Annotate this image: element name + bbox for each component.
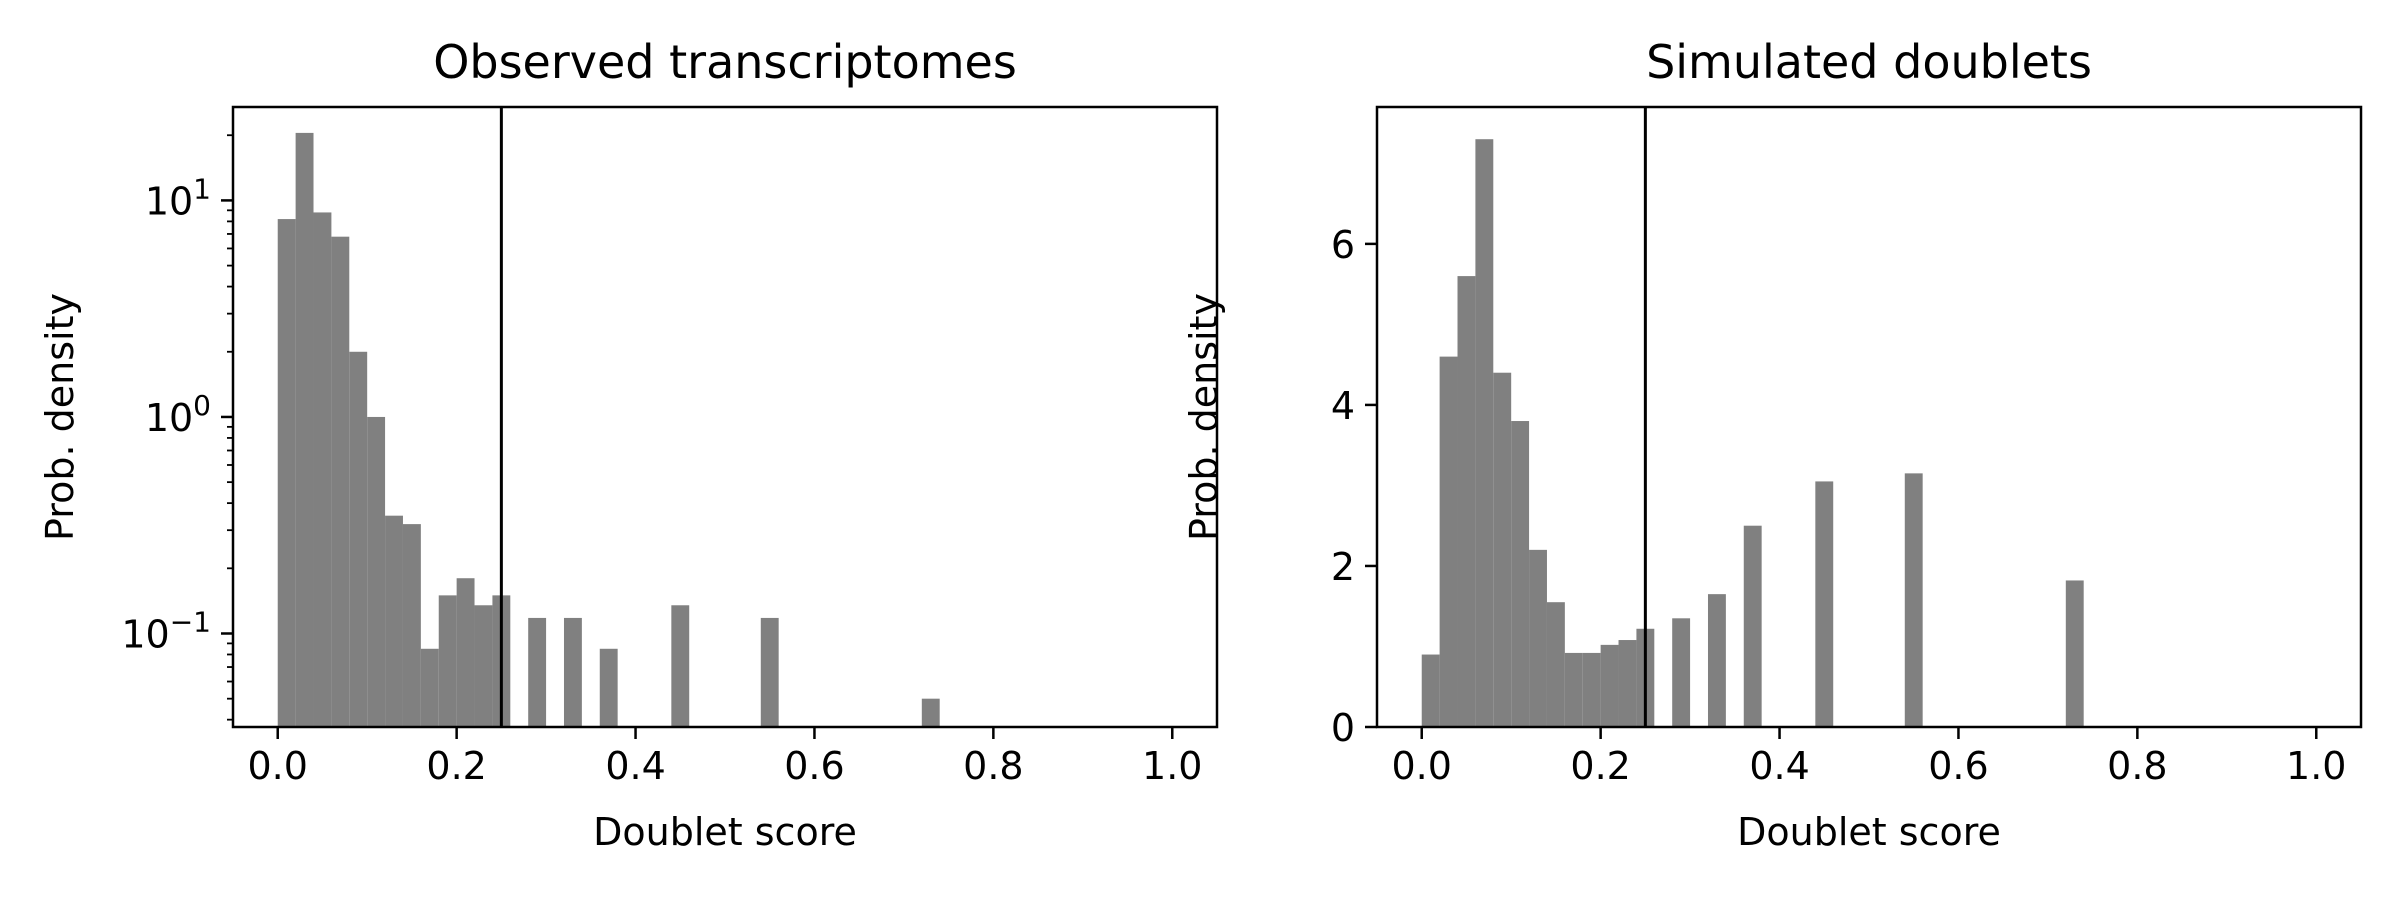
y-tick-label: 6 — [1331, 223, 1355, 267]
histogram-bar — [671, 605, 690, 727]
y-tick-base: 10 — [145, 179, 193, 223]
x-tick-label: 0.6 — [1928, 744, 1988, 788]
histogram-bar — [2065, 580, 2084, 727]
histogram-bar — [1743, 525, 1762, 727]
y-tick: 101 — [145, 172, 233, 223]
histogram-bar — [1421, 654, 1440, 727]
histogram-bar — [599, 648, 618, 727]
x-axis-label: Doublet score — [593, 810, 857, 854]
histogram-bar — [295, 132, 314, 728]
histogram-bar — [1475, 139, 1494, 728]
histogram-bar — [1672, 618, 1691, 727]
x-ticks: 0.0 0.2 0.4 0.6 0.8 1.0 — [248, 727, 1202, 788]
x-tick-label: 0.2 — [1570, 744, 1630, 788]
x-axis-label: Doublet score — [1737, 810, 2001, 854]
y-ticks: 0 2 4 6 — [1331, 223, 1377, 750]
x-tick: 0.4 — [1749, 727, 1810, 788]
y-tick-label: 2 — [1331, 545, 1355, 589]
chart-title: Observed transcriptomes — [433, 35, 1017, 89]
histogram-bar — [1582, 652, 1601, 727]
histogram-bar — [474, 605, 493, 727]
y-tick-base: 10 — [121, 612, 169, 656]
histogram-bar — [331, 236, 350, 727]
x-ticks: 0.0 0.2 0.4 0.6 0.8 1.0 — [1392, 727, 2346, 788]
histogram-bar — [456, 578, 475, 727]
x-tick: 0.4 — [605, 727, 666, 788]
axes-frame — [1375, 105, 2363, 729]
histogram-bar — [1815, 481, 1834, 727]
histogram-bar — [1618, 640, 1637, 727]
y-axis-label: Prob. density — [1182, 293, 1226, 541]
histogram-bar — [1511, 421, 1530, 727]
histogram-bar — [760, 617, 779, 727]
y-ticks: 10−1 100 101 — [121, 172, 233, 656]
histogram-bar — [1529, 549, 1547, 727]
histogram-bar — [367, 416, 386, 727]
x-tick-label: 0.0 — [248, 744, 308, 788]
x-tick: 0.6 — [784, 727, 845, 788]
x-tick: 0.8 — [2107, 727, 2168, 788]
x-tick: 0.6 — [1928, 727, 1989, 788]
y-tick-exponent: 1 — [193, 172, 211, 205]
histogram-bar — [921, 698, 940, 727]
y-tick: 10−1 — [121, 605, 233, 656]
histogram-bar — [1457, 276, 1476, 727]
y-tick-label: 4 — [1331, 384, 1355, 428]
x-tick-label: 0.2 — [426, 744, 486, 788]
x-tick: 1.0 — [2286, 727, 2346, 788]
histogram-bar — [313, 212, 332, 727]
y-tick: 2 — [1331, 545, 1377, 589]
observed-transcriptomes-panel: Observed transcriptomes Doublet score Pr… — [38, 35, 1219, 854]
x-tick: 0.0 — [1392, 727, 1452, 788]
y-tick: 100 — [145, 389, 233, 440]
simulated-doublets-panel: Simulated doublets Doublet score Prob. d… — [1182, 35, 2363, 854]
histogram-bar — [385, 515, 403, 727]
histogram-bars — [277, 132, 940, 728]
histogram-bar — [1600, 644, 1619, 727]
x-tick-label: 0.4 — [605, 744, 665, 788]
x-tick-label: 0.6 — [784, 744, 844, 788]
y-tick-label: 100 — [145, 389, 211, 440]
x-tick-label: 1.0 — [2286, 744, 2346, 788]
histogram-bar — [1493, 372, 1512, 727]
axes-frame — [231, 105, 1219, 729]
x-tick-label: 0.8 — [2107, 744, 2167, 788]
y-tick: 4 — [1331, 384, 1377, 428]
histogram-bar — [402, 524, 421, 727]
histogram-bar — [349, 351, 368, 727]
histogram-bar — [1546, 602, 1565, 727]
histogram-bar — [420, 648, 439, 727]
histogram-bar — [1439, 356, 1458, 727]
x-tick: 0.0 — [248, 727, 308, 788]
y-tick: 6 — [1331, 223, 1377, 267]
x-tick: 0.2 — [1570, 727, 1631, 788]
x-tick-label: 0.0 — [1392, 744, 1452, 788]
y-tick-label: 0 — [1331, 706, 1355, 750]
histogram-bars — [1421, 139, 2084, 728]
x-tick-label: 0.8 — [963, 744, 1023, 788]
histogram-bar — [528, 617, 547, 727]
histogram-bar — [1707, 594, 1726, 727]
y-axis-label: Prob. density — [38, 293, 82, 541]
histogram-bar — [277, 219, 296, 728]
y-tick-label: 101 — [145, 172, 211, 223]
histogram-bar — [1564, 652, 1583, 727]
x-tick: 1.0 — [1142, 727, 1202, 788]
histogram-bar — [1904, 473, 1923, 727]
y-tick-label: 10−1 — [121, 605, 211, 656]
x-tick-label: 0.4 — [1749, 744, 1809, 788]
x-tick: 0.2 — [426, 727, 487, 788]
y-tick-exponent: 0 — [193, 389, 211, 422]
x-tick-label: 1.0 — [1142, 744, 1202, 788]
y-tick: 0 — [1331, 706, 1377, 750]
histogram-bar — [438, 595, 457, 727]
histogram-bar — [563, 617, 582, 727]
x-tick: 0.8 — [963, 727, 1024, 788]
y-tick-base: 10 — [145, 396, 193, 440]
chart-title: Simulated doublets — [1646, 35, 2092, 89]
y-tick-exponent: −1 — [170, 605, 211, 638]
